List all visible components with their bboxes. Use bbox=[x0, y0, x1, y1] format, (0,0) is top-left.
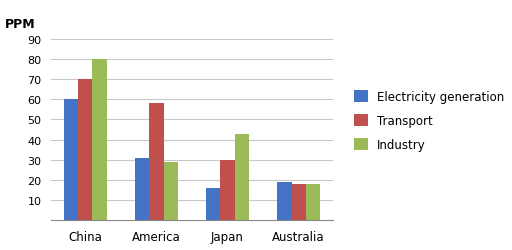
Bar bbox=[234, 134, 249, 220]
Bar bbox=[78, 80, 93, 220]
Legend: Electricity generation, Transport, Industry: Electricity generation, Transport, Indus… bbox=[350, 88, 508, 154]
Bar bbox=[306, 184, 320, 220]
Bar bbox=[163, 162, 178, 220]
Bar bbox=[93, 60, 106, 220]
Bar bbox=[221, 160, 234, 220]
Bar bbox=[291, 184, 306, 220]
Bar bbox=[150, 104, 163, 220]
Bar bbox=[278, 182, 291, 220]
Bar bbox=[64, 100, 78, 220]
Bar bbox=[135, 158, 150, 220]
Text: PPM: PPM bbox=[5, 18, 36, 30]
Bar bbox=[206, 188, 221, 220]
